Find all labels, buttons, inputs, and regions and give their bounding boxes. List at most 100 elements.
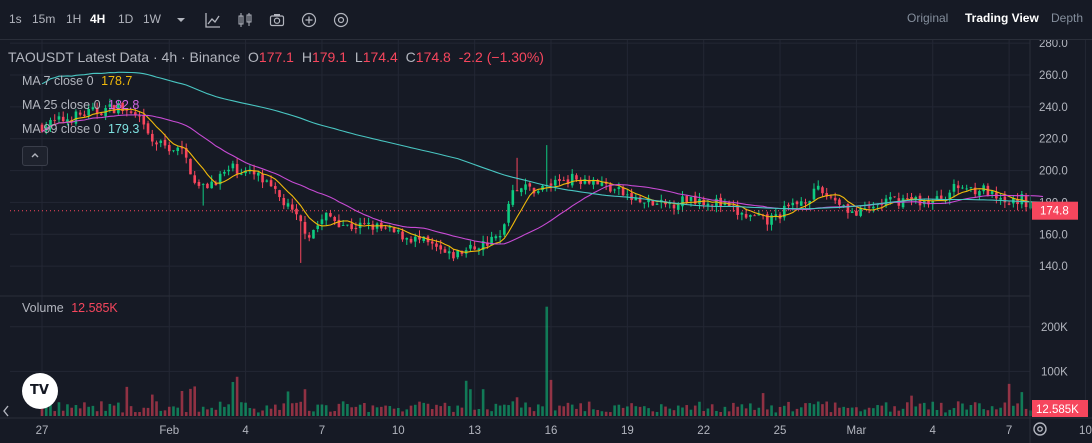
volume-bar (83, 402, 86, 416)
candle-body (808, 201, 812, 204)
ma99-legend: MA 99 close 0 179.3 (22, 122, 139, 136)
volume-bar (206, 409, 209, 416)
candle-body (299, 215, 303, 222)
candle-body (87, 109, 90, 116)
volume-bar (918, 403, 922, 416)
volume-bar (286, 391, 290, 416)
candle-body (201, 184, 205, 185)
chevron-down-icon[interactable] (173, 12, 189, 28)
time-tick-label: 16 (545, 425, 558, 437)
candle-body (240, 173, 243, 175)
view-original[interactable]: Original (907, 11, 949, 25)
volume-bar (693, 405, 697, 416)
candle-body (176, 147, 180, 152)
candle-body (498, 235, 502, 238)
candle-body (939, 195, 943, 199)
volume-bar (630, 403, 633, 416)
add-icon[interactable] (301, 12, 317, 28)
volume-bar (596, 409, 599, 416)
candle-body (367, 222, 370, 225)
volume-bar (261, 410, 264, 416)
scroll-left-icon[interactable] (2, 404, 10, 418)
volume-bar (842, 406, 845, 416)
candle-body (740, 212, 744, 215)
volume-bar (316, 404, 320, 416)
candle-body (528, 183, 532, 187)
candle-body (651, 199, 655, 206)
candle-body (549, 183, 553, 186)
time-tick-label: 19 (621, 425, 634, 437)
volume-bar (791, 411, 795, 416)
volume-bar (248, 408, 252, 416)
volume-bar (61, 410, 65, 416)
volume-bar (982, 409, 985, 416)
interval-4h[interactable]: 4H (90, 12, 106, 26)
volume-bar (999, 407, 1002, 416)
candle-body (257, 172, 260, 176)
candle-body (1007, 203, 1011, 205)
camera-icon[interactable] (269, 12, 285, 28)
volume-bar (490, 411, 493, 416)
candle-body (685, 195, 689, 203)
volume-bar (329, 411, 332, 416)
candle-body (134, 112, 137, 115)
indicators-icon[interactable] (205, 12, 221, 28)
high-label: H (301, 49, 312, 65)
volume-bar (363, 403, 366, 416)
symbol-title: TAOUSDT Latest Data · 4h · Binance (8, 49, 241, 65)
volume-bar (66, 404, 69, 416)
time-tick-label: 25 (774, 425, 787, 437)
volume-bar (172, 406, 175, 416)
volume-bar (659, 404, 663, 416)
volume-bar (134, 412, 137, 416)
candle-body (252, 170, 256, 175)
volume-bar (859, 411, 862, 416)
volume-bar (952, 408, 956, 416)
chart-type-icon[interactable] (237, 12, 253, 28)
gear-icon[interactable] (1031, 420, 1049, 438)
close-value: 174.8 (415, 49, 451, 65)
volume-bar (867, 407, 871, 416)
volume-bar (201, 406, 205, 416)
volume-bar (541, 406, 544, 416)
candle-body (956, 185, 960, 189)
volume-bar (1007, 383, 1011, 416)
volume-bar (405, 409, 409, 416)
volume-bar (570, 404, 574, 416)
ma25-legend: MA 25 close 0 182.8 (22, 98, 139, 112)
volume-bar (273, 404, 277, 416)
candle-body (363, 223, 366, 225)
view-trading-view[interactable]: Trading View (965, 11, 1039, 25)
candle-body (78, 112, 82, 115)
candle-body (312, 229, 315, 239)
chart-grid (10, 40, 1086, 416)
volume-bar (710, 404, 714, 416)
interval-1h[interactable]: 1H (66, 12, 82, 26)
candle-body (341, 225, 345, 226)
settings-circle-icon[interactable] (333, 12, 349, 28)
candle-body (536, 191, 540, 193)
candle-body (842, 205, 845, 206)
volume-bar (413, 404, 417, 416)
volume-tick-label: 200K (1041, 322, 1068, 334)
interval-15m[interactable]: 15m (32, 12, 56, 26)
interval-1w[interactable]: 1W (143, 12, 161, 26)
view-depth[interactable]: Depth (1051, 11, 1084, 25)
interval-1s[interactable]: 1s (9, 12, 22, 26)
volume-bar (180, 391, 184, 416)
interval-1d[interactable]: 1D (118, 12, 134, 26)
candle-body (180, 146, 184, 149)
volume-bar (184, 412, 188, 416)
candle-body (371, 224, 375, 230)
volume-bar (303, 389, 307, 416)
ma99-line (41, 71, 1044, 210)
candle-body (961, 187, 964, 189)
volume-bar (354, 406, 358, 416)
collapse-legend-button[interactable] (22, 146, 48, 166)
tradingview-logo: TV (22, 373, 58, 409)
candle-body (486, 242, 489, 246)
price-chart[interactable]: 280.0260.0240.0220.0200.0180.0160.0140.0… (0, 40, 1092, 443)
volume-bar (1020, 392, 1024, 416)
candle-body (456, 250, 459, 258)
candle-body (952, 183, 956, 192)
